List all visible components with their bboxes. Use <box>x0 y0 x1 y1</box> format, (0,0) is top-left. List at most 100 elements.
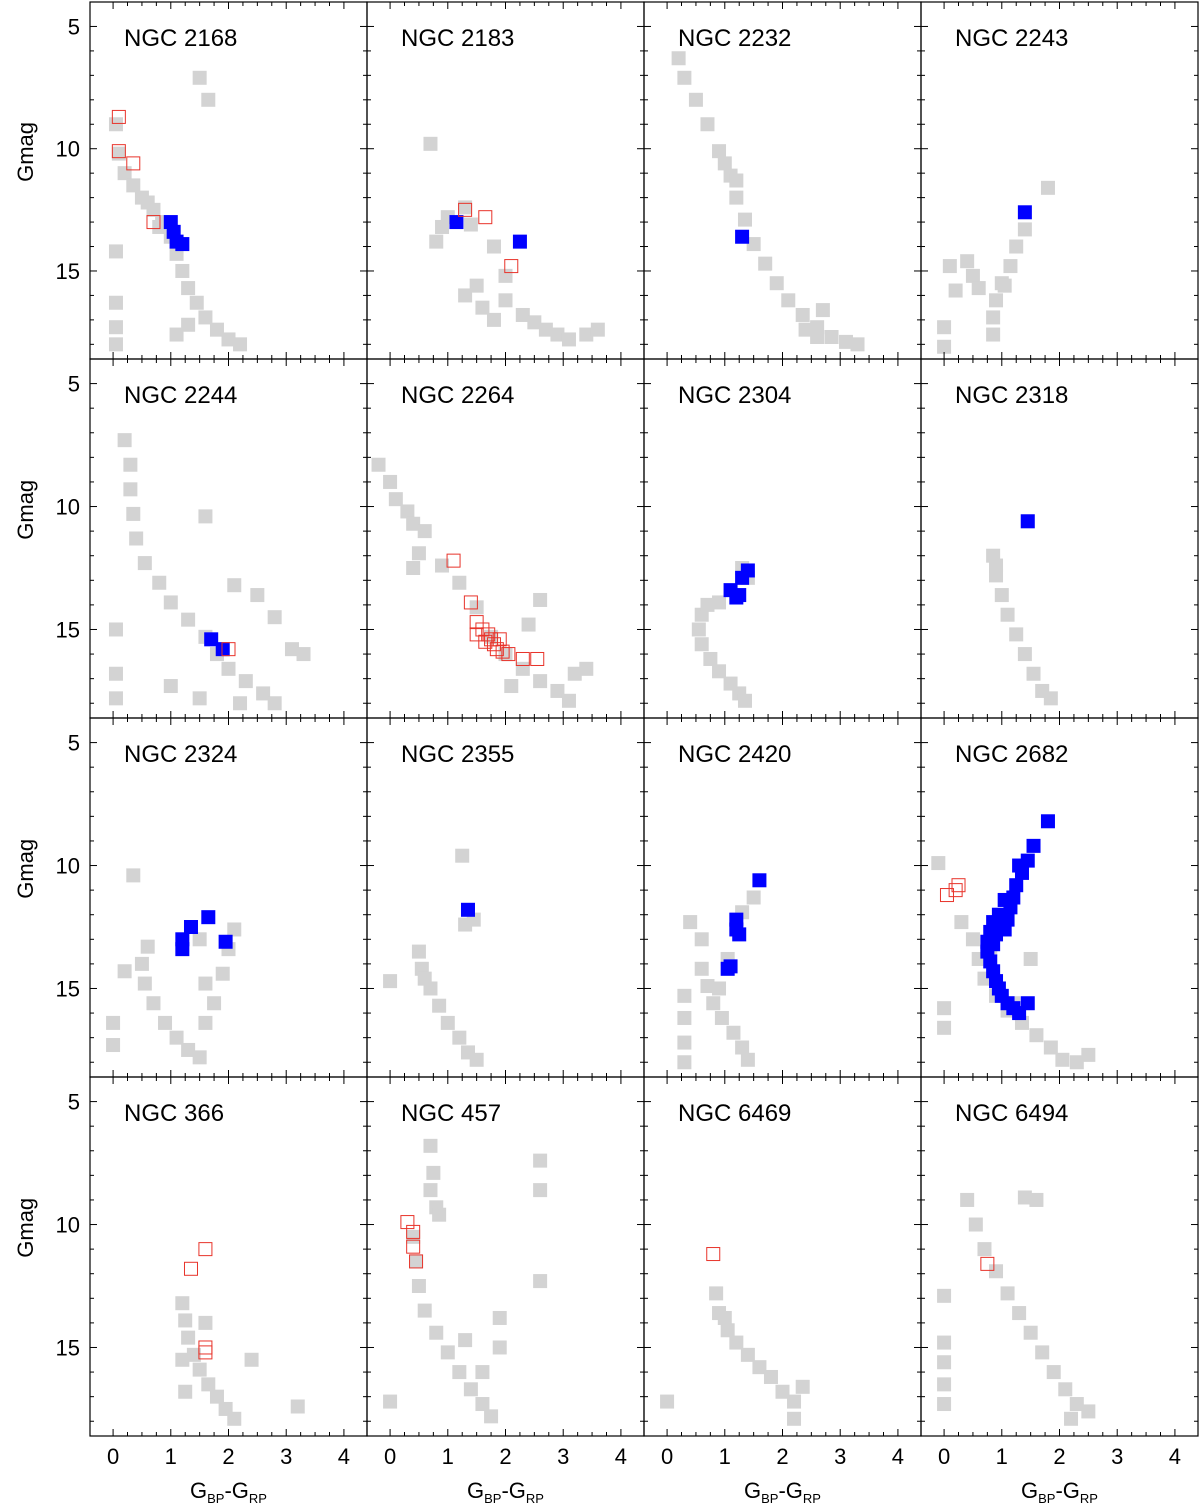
member-point <box>1046 1365 1061 1380</box>
member-point <box>714 1010 729 1025</box>
member-point <box>201 92 216 107</box>
member-point <box>455 848 470 863</box>
member-point <box>533 592 548 607</box>
member-point <box>997 278 1012 293</box>
panel-title: NGC 2324 <box>124 741 237 768</box>
marked-point <box>469 615 484 630</box>
x-tick-label: 3 <box>557 1444 569 1469</box>
member-point <box>795 307 810 322</box>
member-point <box>989 1264 1004 1279</box>
member-point <box>1081 1404 1096 1419</box>
member-point <box>798 322 813 337</box>
member-point <box>192 70 207 85</box>
panel-title: NGC 6494 <box>955 1100 1068 1127</box>
x-axis-label: GBP-GRP <box>1021 1478 1098 1506</box>
highlight-point <box>735 229 750 244</box>
y-tick-label: 5 <box>68 1090 80 1115</box>
member-point <box>937 1335 952 1350</box>
marked-point <box>126 156 141 171</box>
member-point <box>458 200 473 215</box>
member-point <box>175 263 190 278</box>
x-axis-label-subscript: BP <box>484 1491 501 1506</box>
marked-point <box>111 144 126 159</box>
x-tick-label: 0 <box>384 1444 396 1469</box>
member-point <box>700 979 715 994</box>
marked-point <box>478 634 493 649</box>
member-point <box>192 932 207 947</box>
x-axis-label-part: G <box>786 1478 803 1503</box>
member-point <box>429 1325 444 1340</box>
highlight-point <box>215 642 230 657</box>
member-point <box>296 647 311 662</box>
y-tick-label: 10 <box>56 1213 80 1238</box>
member-point <box>931 856 946 871</box>
marked-point <box>706 1247 721 1262</box>
y-axis-label: Gmag <box>13 122 38 182</box>
marked-point <box>111 109 126 124</box>
member-point <box>192 1362 207 1377</box>
member-point <box>677 1010 692 1025</box>
member-point <box>590 322 605 337</box>
member-point <box>227 1411 242 1426</box>
member-point <box>712 981 727 996</box>
member-point <box>475 1365 490 1380</box>
member-point <box>735 1040 750 1055</box>
x-axis-label-part: G <box>232 1478 249 1503</box>
member-point <box>712 595 727 610</box>
member-point <box>720 1323 735 1338</box>
panel-title: NGC 2264 <box>401 382 514 409</box>
x-axis-label-subscript: RP <box>1080 1491 1098 1506</box>
member-point <box>163 679 178 694</box>
member-point <box>158 1015 173 1030</box>
y-tick-label: 5 <box>68 731 80 756</box>
highlight-point <box>1040 814 1055 829</box>
member-point <box>233 696 248 711</box>
member-point <box>1069 1397 1084 1412</box>
panel-frame <box>89 717 368 1078</box>
highlight-point <box>1017 205 1032 220</box>
member-point <box>694 961 709 976</box>
member-point <box>137 976 152 991</box>
highlight-point <box>449 215 464 230</box>
member-point <box>475 300 490 315</box>
member-point <box>411 546 426 561</box>
member-point <box>250 588 265 603</box>
member-point <box>948 283 963 298</box>
x-tick-label: 3 <box>1111 1444 1123 1469</box>
member-point <box>1064 1411 1079 1426</box>
member-point <box>244 1352 259 1367</box>
member-point <box>971 281 986 296</box>
member-point <box>486 239 501 254</box>
member-point <box>1029 1192 1044 1207</box>
member-point <box>579 327 594 342</box>
marked-point <box>951 878 966 893</box>
marked-point <box>948 883 963 898</box>
member-point <box>729 173 744 188</box>
member-point <box>1017 1190 1032 1205</box>
member-point <box>763 1369 778 1384</box>
member-point <box>458 288 473 303</box>
member-point <box>717 156 732 171</box>
member-point <box>209 322 224 337</box>
member-point <box>1029 1028 1044 1043</box>
x-tick-label: 4 <box>338 1444 350 1469</box>
member-point <box>1058 1382 1073 1397</box>
member-point <box>486 312 501 327</box>
member-point <box>123 457 138 472</box>
member-point <box>129 531 144 546</box>
member-point <box>787 1411 802 1426</box>
member-point <box>986 310 1001 325</box>
member-point <box>169 1030 184 1045</box>
member-point <box>700 597 715 612</box>
member-point <box>1026 666 1041 681</box>
member-point <box>406 1229 421 1244</box>
member-point <box>838 334 853 349</box>
panel-frame <box>920 1076 1199 1437</box>
member-point <box>123 482 138 497</box>
y-axis-label: Gmag <box>13 1198 38 1258</box>
member-point <box>469 1052 484 1067</box>
member-point <box>677 1035 692 1050</box>
member-point <box>383 1394 398 1409</box>
